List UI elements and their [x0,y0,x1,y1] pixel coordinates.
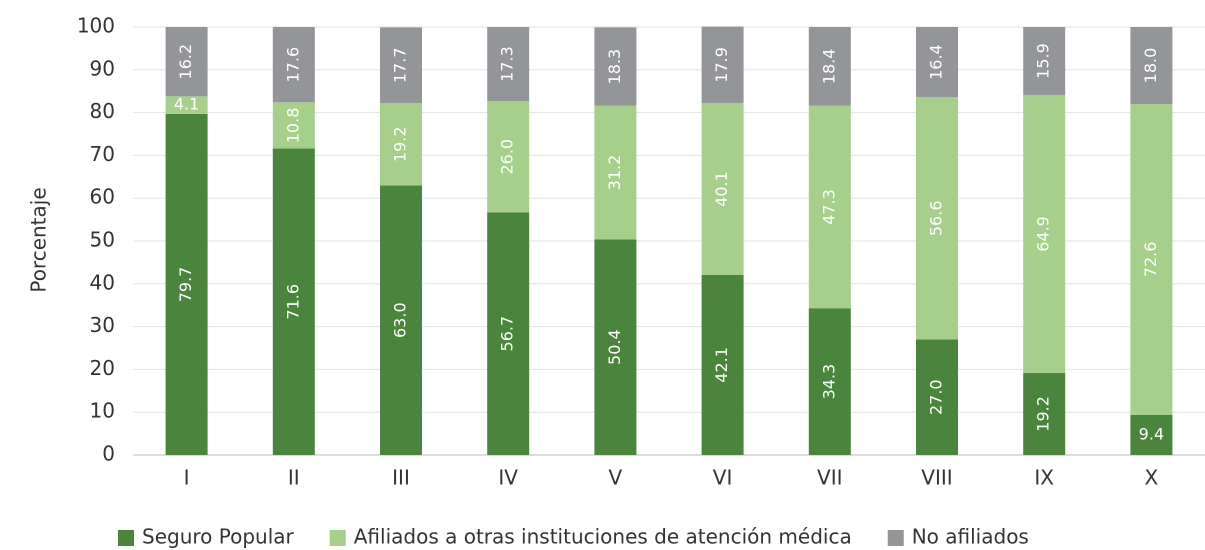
bar-segment [1023,372,1066,455]
data-label: 72.6 [1141,242,1160,278]
legend-swatch [118,530,134,546]
x-tick-label: VI [713,466,733,490]
y-tick-label: 20 [90,356,115,380]
bar-segment [1023,95,1066,373]
data-label: 26.0 [498,139,517,175]
bar-segment [380,27,422,104]
data-label: 4.1 [174,95,199,114]
legend-swatch [329,530,346,546]
x-tick-label: V [609,466,623,490]
data-label: 18.0 [1141,48,1160,84]
data-label: 79.7 [176,267,195,303]
data-label: 16.4 [927,44,946,80]
bar-segment [594,105,637,240]
bar-segment [487,27,530,102]
bar-segment [916,27,958,98]
data-label: 9.4 [1139,424,1164,443]
bar-segment [916,339,958,455]
x-tick-label: II [288,466,300,490]
data-label: 17.9 [712,47,731,83]
bar-segment [165,113,208,455]
bar-segment [701,26,744,104]
bar-segment [380,185,422,456]
data-label: 40.1 [712,171,731,207]
x-tick-label: I [184,466,190,490]
x-tick-label: VII [817,466,842,490]
data-label: 17.7 [391,47,410,83]
bar-segment [272,27,315,103]
data-label: 16.2 [176,44,195,80]
bar-segment [272,102,315,149]
x-tick-label: IV [498,466,518,490]
data-label: 42.1 [712,347,731,383]
y-axis-label: Porcentaje [27,187,51,292]
bar-segment [165,96,208,114]
data-label: 56.6 [927,201,946,237]
data-label: 31.2 [605,155,624,191]
data-label: 56.7 [498,316,517,352]
bar-segment [701,274,744,455]
bar-segment [701,103,744,275]
data-label: 47.3 [819,189,838,225]
bar-segment [594,239,637,455]
y-tick-label: 60 [90,185,115,209]
bar-segment [808,105,851,309]
data-label: 27.0 [927,379,946,415]
bar-segment [1023,27,1066,96]
data-label: 18.3 [605,49,624,85]
data-label: 50.4 [605,329,624,365]
x-tick-label: X [1145,466,1159,490]
data-label: 19.2 [1034,396,1053,432]
bar-segment [165,27,208,97]
y-tick-label: 80 [90,99,115,123]
data-label: 34.3 [819,364,838,400]
bar-segment [594,27,637,106]
x-tick-label: VIII [921,466,952,490]
y-tick-label: 10 [90,399,115,423]
y-tick-label: 40 [90,270,115,294]
bar-segment [916,97,958,340]
y-tick-label: 90 [90,56,115,80]
bar-segment [1130,104,1173,415]
data-label: 71.6 [283,284,302,320]
legend-label: Afiliados a otras instituciones de atenc… [354,525,852,549]
y-tick-label: 70 [90,142,115,166]
y-tick-label: 100 [77,14,115,38]
y-tick-label: 50 [90,228,115,252]
bar-segment [487,212,530,455]
bar-segment [380,103,422,186]
bar-segment [808,308,851,455]
y-tick-label: 30 [90,313,115,337]
data-label: 17.6 [283,47,302,83]
legend-swatch [887,530,904,546]
bar-segment [1130,414,1173,455]
data-label: 17.3 [498,46,517,82]
data-label: 10.8 [283,108,302,144]
bar-segment [808,27,851,106]
data-label: 63.0 [391,302,410,338]
data-label: 18.4 [819,49,838,85]
x-tick-label: IX [1034,466,1054,490]
legend-label: Seguro Popular [142,525,295,549]
x-tick-label: III [392,466,410,490]
bar-segment [272,148,315,455]
legend-label: No afiliados [912,525,1029,549]
data-label: 64.9 [1034,216,1053,252]
data-label: 19.2 [391,126,410,162]
data-label: 15.9 [1034,43,1053,79]
bar-segment [1130,27,1173,105]
bar-segment [487,101,530,213]
y-tick-label: 0 [102,442,115,466]
